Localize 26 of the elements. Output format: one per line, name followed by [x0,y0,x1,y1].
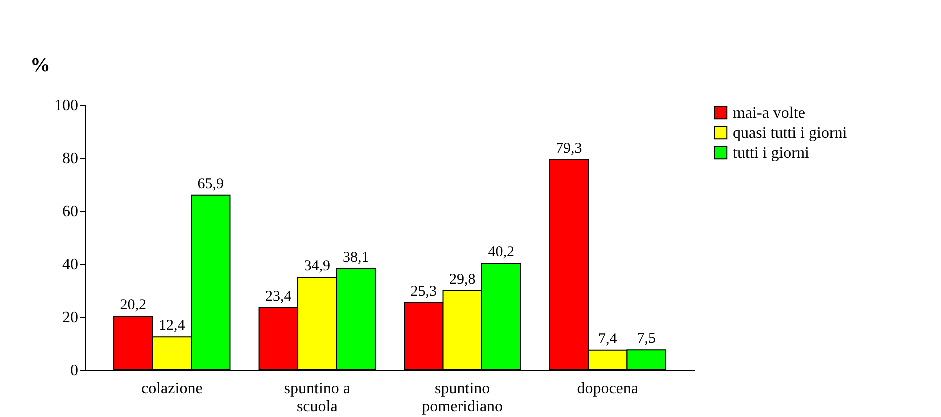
x-tick-label: dopocena [577,380,639,398]
y-tick-label: 20 [62,310,78,326]
data-label: 7,4 [598,331,618,348]
y-tick-label: 40 [62,256,78,274]
x-tick-label: colazione [141,380,203,398]
y-tick-label: 100 [54,98,78,114]
data-label: 7,5 [637,331,656,348]
data-label: 38,1 [342,250,370,266]
x-tick-label: spuntino a scuola [284,380,350,416]
y-tick-label: 60 [62,204,78,220]
data-label: 79,3 [556,140,582,157]
legend-label: mai-a volte [733,105,806,122]
data-label: 65,9 [198,176,224,192]
data-label: 25,3 [410,284,438,300]
y-tick-label: 0 [70,362,78,380]
data-label: 20,2 [120,297,147,314]
data-label: 29,8 [449,272,476,288]
y-axis-title: % [30,54,50,76]
data-label: 40,2 [488,244,514,260]
y-tick-label: 80 [62,150,78,168]
legend-label: tutti i giorni [733,145,810,162]
data-label: 23,4 [266,288,292,305]
x-tick-label: spuntino pomeridiano [422,380,504,416]
legend-label: quasi tutti i giorni [733,125,848,142]
data-label: 12,4 [159,318,186,334]
data-label: 34,9 [304,258,331,275]
